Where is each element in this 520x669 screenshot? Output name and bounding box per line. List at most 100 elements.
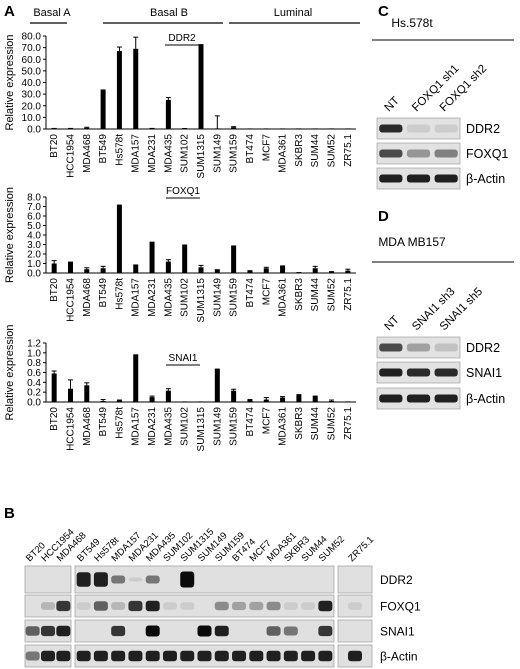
bar-skbr3 bbox=[296, 394, 302, 402]
y-tick-label: 30.0 bbox=[22, 90, 42, 101]
bar-bt474 bbox=[247, 128, 253, 129]
band-actin-zr75-1 bbox=[348, 650, 362, 662]
x-tick-label: BT20 bbox=[49, 134, 60, 158]
band-foxq1-sum102 bbox=[162, 602, 177, 610]
x-tick-label: SUM52 bbox=[327, 278, 338, 312]
bar-bt549 bbox=[100, 268, 106, 273]
group-label-basal-a: Basal A bbox=[33, 7, 71, 19]
bar-zr75-1 bbox=[345, 128, 351, 129]
x-tick-label: SUM149 bbox=[212, 134, 223, 173]
bar-sum102 bbox=[182, 401, 188, 402]
x-tick-label: HCC1954 bbox=[65, 407, 76, 451]
band-foxq1-sum44 bbox=[301, 602, 316, 610]
x-tick-label: BT474 bbox=[245, 134, 256, 164]
x-tick-label: SUM44 bbox=[310, 407, 321, 441]
y-tick-label: 20.0 bbox=[22, 101, 42, 112]
bar-mda231 bbox=[149, 241, 155, 273]
band-snai1-skbr3 bbox=[283, 626, 298, 636]
bar-mda157 bbox=[133, 354, 139, 402]
band-snai1-snai1-sh3 bbox=[406, 368, 431, 377]
x-tick-label: MDA231 bbox=[147, 407, 158, 446]
x-tick-label: ZR75.1 bbox=[343, 278, 354, 311]
x-tick-label: BT474 bbox=[245, 407, 256, 437]
band-foxq1-sum52 bbox=[318, 600, 333, 612]
bar-hs578t bbox=[116, 204, 122, 273]
x-tick-label: Hs578t bbox=[114, 134, 125, 166]
y-tick-label: 8.0 bbox=[27, 193, 41, 204]
band-snai1-sum52 bbox=[318, 625, 333, 637]
x-tick-label: SUM102 bbox=[180, 407, 191, 446]
y-axis-label: Relative expression bbox=[4, 187, 16, 283]
band-snai1-hcc1954 bbox=[41, 625, 55, 637]
y-tick-label: 0.0 bbox=[27, 269, 41, 280]
panel-label-b: B bbox=[4, 505, 15, 522]
band-actin-mda361 bbox=[266, 650, 281, 662]
x-tick-label: ZR75.1 bbox=[343, 134, 354, 167]
bar-bt549 bbox=[100, 89, 106, 129]
band-snai1-mda157 bbox=[111, 625, 126, 637]
y-tick-label: 80.0 bbox=[22, 32, 42, 43]
band-snai1-sum149 bbox=[197, 625, 212, 637]
band-actin-hcc1954 bbox=[41, 650, 55, 662]
bar-hcc1954 bbox=[67, 388, 73, 402]
x-tick-label: HCC1954 bbox=[65, 134, 76, 178]
blot-row-label-ddr2: DDR2 bbox=[466, 341, 500, 355]
band-foxq1-sum159 bbox=[214, 601, 229, 611]
band-actin-bt474 bbox=[232, 650, 247, 662]
y-tick-label: 60.0 bbox=[22, 55, 42, 66]
lane-label-zr75-1: ZR75.1 bbox=[346, 534, 376, 564]
blot-row-label-actin: β-Actin bbox=[466, 172, 505, 186]
band-snai1-mda468 bbox=[56, 625, 71, 637]
band-actin-skbr3 bbox=[283, 650, 298, 662]
band-foxq1-foxq1-sh2 bbox=[434, 149, 458, 158]
band-snai1-bt20 bbox=[25, 626, 40, 636]
band-actin-sum1315 bbox=[180, 650, 195, 662]
band-foxq1-bt549 bbox=[76, 602, 91, 610]
bar-sum149 bbox=[214, 368, 220, 402]
bar-mda468 bbox=[84, 269, 90, 273]
x-tick-label: SUM52 bbox=[327, 134, 338, 168]
x-tick-label: MDA231 bbox=[147, 134, 158, 173]
y-tick-label: 0.6 bbox=[27, 368, 41, 379]
bar-sum44 bbox=[312, 395, 318, 402]
bar-hs578t bbox=[116, 400, 122, 402]
band-ddr2-mda231 bbox=[128, 577, 143, 582]
band-ddr2-sum1315 bbox=[180, 571, 195, 588]
bar-mcf7 bbox=[263, 399, 269, 402]
band-snai1-mda435 bbox=[145, 625, 160, 637]
membrane-strip bbox=[24, 565, 72, 594]
x-tick-label: BT549 bbox=[98, 134, 109, 164]
band-foxq1-mda157 bbox=[111, 602, 126, 610]
band-actin-mda231 bbox=[128, 650, 143, 662]
band-actin-mda435 bbox=[145, 650, 160, 662]
chart-title: DDR2 bbox=[168, 33, 196, 44]
band-actin-bt549 bbox=[76, 650, 91, 662]
band-foxq1-mcf7 bbox=[249, 601, 264, 611]
band-foxq1-sum1315 bbox=[180, 602, 195, 610]
bar-hs578t bbox=[116, 51, 122, 129]
x-tick-label: SUM44 bbox=[310, 278, 321, 312]
band-snai1-nt bbox=[379, 368, 403, 377]
panel-label-a: A bbox=[4, 3, 15, 20]
bar-sum1315 bbox=[198, 401, 204, 402]
y-tick-label: 40.0 bbox=[22, 78, 42, 89]
band-actin-foxq1-sh2 bbox=[434, 174, 458, 183]
x-tick-label: MCF7 bbox=[261, 134, 272, 162]
band-actin-snai1-sh5 bbox=[434, 394, 458, 403]
x-tick-label: BT20 bbox=[49, 278, 60, 302]
y-tick-label: 4.0 bbox=[27, 231, 41, 242]
band-ddr2-mda157 bbox=[111, 575, 126, 584]
ddr2-bar-chart: 0.010.020.030.040.050.060.070.080.0 Relat… bbox=[4, 32, 356, 178]
x-tick-label: MDA435 bbox=[163, 134, 174, 173]
band-actin-snai1-sh3 bbox=[406, 394, 431, 403]
x-tick-label: MCF7 bbox=[261, 278, 272, 306]
x-tick-label: SUM159 bbox=[229, 134, 240, 173]
bar-mda157 bbox=[133, 48, 139, 129]
x-tick-label: MDA468 bbox=[82, 134, 93, 173]
bar-mda435 bbox=[165, 261, 171, 273]
bar-sum159 bbox=[231, 390, 237, 402]
band-ddr2-snai1-sh5 bbox=[434, 343, 458, 352]
band-actin-bt20 bbox=[25, 651, 40, 661]
